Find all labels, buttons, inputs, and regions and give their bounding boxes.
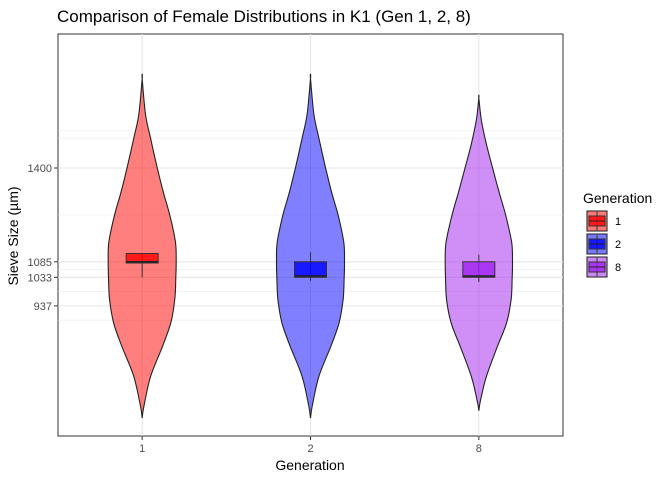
x-tick-label: 8 [476, 443, 482, 455]
y-tick-label: 1033 [28, 272, 52, 284]
legend-item-gen-2: 2 [586, 233, 621, 255]
y-axis: 937 1033 1085 1400 [28, 163, 58, 313]
legend-label: 8 [615, 262, 621, 274]
boxplots [125, 252, 496, 283]
box-gen-1 [125, 252, 159, 264]
legend-title: Generation [583, 190, 652, 206]
violins [107, 73, 514, 419]
x-axis: 1 2 8 [139, 436, 482, 455]
violin-gen-2 [275, 73, 346, 419]
legend-item-gen-8: 8 [586, 256, 621, 278]
y-tick-label: 1085 [28, 257, 52, 269]
violin-gen-1 [107, 73, 177, 419]
y-axis-title: Sieve Size (µm) [5, 186, 21, 285]
violin-gen-8 [444, 94, 514, 411]
x-axis-title: Generation [275, 457, 344, 473]
chart-title: Comparison of Female Distributions in K1… [57, 7, 471, 26]
legend: Generation 1 2 8 [583, 190, 652, 278]
box-gen-2 [294, 261, 327, 278]
legend-label: 1 [615, 216, 621, 228]
x-tick-label: 2 [307, 443, 313, 455]
box-gen-8 [462, 261, 496, 278]
legend-label: 2 [615, 239, 621, 251]
x-tick-label: 1 [139, 443, 145, 455]
y-tick-label: 937 [34, 301, 52, 313]
y-tick-label: 1400 [28, 163, 52, 175]
legend-item-gen-1: 1 [586, 210, 621, 232]
